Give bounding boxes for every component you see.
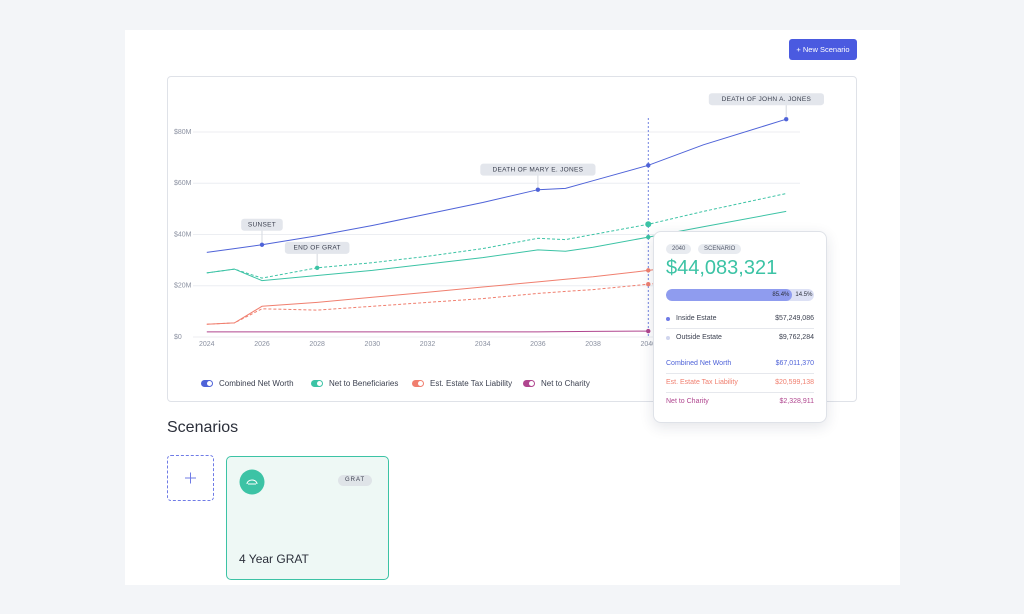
x-tick-label: 2030 <box>365 341 381 348</box>
row-value: $67,011,370 <box>775 360 814 367</box>
annotation-dot <box>784 116 789 122</box>
cursor-dot <box>646 234 651 240</box>
cursor-dot <box>646 163 651 168</box>
plus-icon <box>185 472 196 484</box>
annotation-box <box>708 93 824 106</box>
legend-item: Net to Beneficiaries <box>311 377 398 389</box>
row-value: $20,599,138 <box>775 379 814 386</box>
annotation-box <box>284 241 350 254</box>
annotation-dot <box>535 187 541 192</box>
row-value: $2,328,911 <box>779 398 814 405</box>
scenario-name: 4 Year GRAT <box>239 552 309 566</box>
bar-label: 85.4% <box>772 292 790 298</box>
y-tick-label: $80M <box>174 129 192 136</box>
bar-segment: 85.4% <box>666 289 793 301</box>
y-tick-label: $40M <box>174 231 192 238</box>
legend-toggle[interactable] <box>523 379 535 387</box>
tooltip-row: Net to Charity $2,328,911 <box>666 393 814 411</box>
annotation-dot <box>314 265 320 271</box>
legend-item: Combined Net Worth <box>201 377 294 389</box>
row-text: Est. Estate Tax Liability <box>666 379 738 386</box>
tooltip-total: $44,083,321 <box>666 257 778 279</box>
legend-toggle[interactable] <box>311 379 323 387</box>
x-tick-label: 2034 <box>475 341 491 348</box>
scenarios-title: Scenarios <box>167 419 239 436</box>
x-tick-label: 2024 <box>199 341 215 348</box>
scenario-icon <box>239 469 265 495</box>
legend-label: Net to Charity <box>541 378 590 388</box>
legend-item: Est. Estate Tax Liability <box>412 377 512 389</box>
cursor-dot <box>646 328 651 334</box>
tooltip-row: Outside Estate $9,762,284 <box>666 329 814 347</box>
x-tick-label: 2036 <box>530 341 546 348</box>
x-tick-label: 2028 <box>309 341 325 348</box>
scenario-card[interactable]: GRAT 4 Year GRAT <box>226 456 389 580</box>
x-tick-label: 2040 <box>640 341 656 348</box>
annotation-label: SUNSET <box>248 221 276 228</box>
legend-toggle[interactable] <box>412 379 424 387</box>
legend-label: Combined Net Worth <box>219 378 294 388</box>
row-dot <box>666 336 670 340</box>
tooltip-row: Inside Estate $57,249,086 <box>666 310 814 329</box>
row-text: Inside Estate <box>676 315 717 322</box>
annotation-dot <box>259 242 265 247</box>
add-scenario[interactable] <box>167 455 214 501</box>
annotation-label: DEATH OF MARY E. JONES <box>493 166 584 173</box>
cursor-dot <box>645 221 652 228</box>
row-text: Outside Estate <box>676 334 722 341</box>
new-scenario-button[interactable]: + New Scenario <box>789 39 857 60</box>
legend-label: Est. Estate Tax Liability <box>430 378 513 388</box>
row-value: $57,249,086 <box>775 315 814 322</box>
bar-segment: 14.5% <box>792 289 813 301</box>
series-line <box>206 330 649 333</box>
row-dot <box>666 317 670 321</box>
annotation-label: DEATH OF JOHN A. JONES <box>722 96 812 103</box>
split-bar: 85.4% 14.5% <box>666 289 814 301</box>
row-label: Outside Estate <box>666 329 722 347</box>
row-label: Inside Estate <box>666 310 716 328</box>
x-tick-label: 2038 <box>585 341 601 348</box>
annotation-box <box>480 163 596 176</box>
tooltip-scenario: SCENARIO <box>698 244 742 254</box>
y-tick-label: $0 <box>174 334 182 341</box>
annotation-box <box>241 218 283 231</box>
legend-toggle[interactable] <box>201 379 213 387</box>
x-tick-label: 2026 <box>254 341 270 348</box>
tooltip-year: 2040 <box>666 244 692 254</box>
legend-item: Net to Charity <box>523 377 590 389</box>
scenario-badge: GRAT <box>338 475 373 486</box>
row-text: Combined Net Worth <box>666 360 732 367</box>
bar-label: 14.5% <box>795 292 813 298</box>
tooltip: 2040 SCENARIO $44,083,321 85.4% 14.5% Ins… <box>653 231 827 423</box>
cursor-dot <box>646 282 651 287</box>
y-tick-label: $20M <box>174 283 192 290</box>
annotation-label: END OF GRAT <box>294 245 341 252</box>
tooltip-row: Est. Estate Tax Liability $20,599,138 <box>666 374 814 393</box>
legend-label: Net to Beneficiaries <box>329 378 399 388</box>
y-tick-label: $60M <box>174 180 192 187</box>
cursor-dot <box>646 268 651 273</box>
row-value: $9,762,284 <box>778 334 814 341</box>
tooltip-row: Combined Net Worth $67,011,370 <box>666 355 814 374</box>
x-tick-label: 2032 <box>420 341 436 348</box>
row-text: Net to Charity <box>666 398 709 405</box>
